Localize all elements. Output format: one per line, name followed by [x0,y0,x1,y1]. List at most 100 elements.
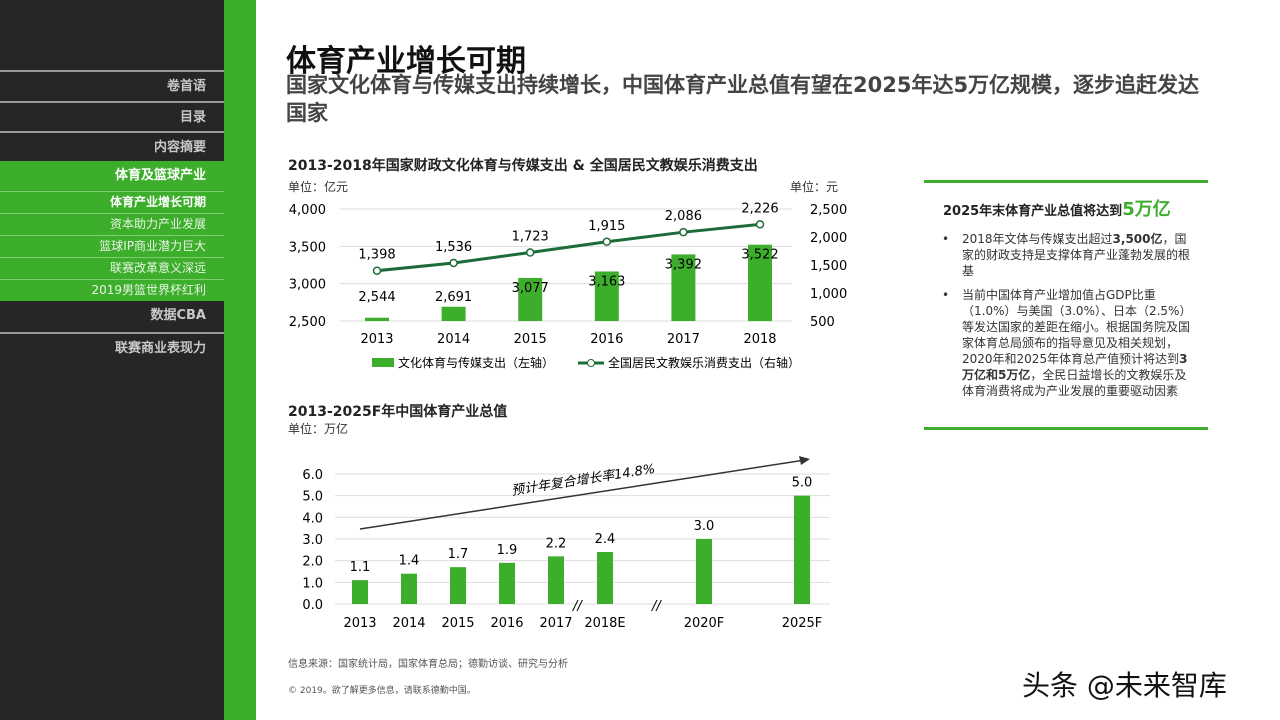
legend-bar-label: 文化体育与传媒支出（左轴） [398,355,554,370]
accent-bar [224,0,256,720]
bullet-2: 当前中国体育产业增加值占GDP比重（1.0%）与美国（3.0%）、日本（2.5%… [942,287,1192,399]
bar [548,556,564,604]
right-tick: 1,500 [810,259,847,274]
bar [794,495,810,604]
bar [597,552,613,604]
line-label: 2,226 [741,201,778,216]
right-tick: 500 [810,315,835,330]
copyright: © 2019。欲了解更多信息，请联系德勤中国。 [288,686,476,696]
bar [748,244,772,321]
line-point [525,248,535,257]
bar [352,580,368,604]
x-tick: 2016 [490,616,523,631]
chart1-title: 2013-2018年国家财政文化体育与传媒支出 & 全国居民文教娱乐消费支出 [288,158,758,174]
line-point [679,227,688,237]
source-note: 信息来源：国家统计局，国家体育总局；德勤访谈、研究与分析 [288,659,568,670]
bar-label: 2.2 [546,536,567,551]
y-tick: 3.0 [302,533,323,548]
page-subtitle: 国家文化体育与传媒支出持续增长，中国体育产业总值有望在2025年达5万亿规模，逐… [286,73,1200,125]
subnav-world-cup[interactable]: 2019男篮世界杯红利 [0,279,224,301]
nav-summary[interactable]: 内容摘要 [0,131,224,161]
nav-cba-data[interactable]: 数据CBA [150,308,206,323]
bar-label: 1.9 [497,543,518,558]
x-tick: 2015 [514,332,547,347]
bar-label: 5.0 [792,476,813,491]
arrow-head-icon [799,456,810,465]
subnav-capital[interactable]: 资本助力产业发展 [0,213,224,235]
nav-sports-basketball[interactable]: 体育及篮球产业 [0,161,224,191]
chart2-unit: 单位：万亿 [288,422,349,436]
bar-label: 3,163 [588,274,625,289]
y-tick: 6.0 [302,468,323,483]
sidebar: 卷首语 目录 内容摘要 体育及篮球产业 体育产业增长可期 资本助力产业发展 篮球… [0,0,224,720]
bar [671,254,696,321]
x-tick: 2017 [539,616,572,631]
bar-label: 1.7 [448,547,469,562]
x-tick: 2014 [437,332,470,347]
x-tick: 2013 [360,332,393,347]
chart1-right-unit: 单位：元 [790,180,839,194]
nav-league-commercial[interactable]: 联赛商业表现力 [0,332,224,362]
subnav-league-reform[interactable]: 联赛改革意义深远 [0,257,224,279]
page-title: 体育产业增长可期 [286,44,526,79]
nav-preface[interactable]: 卷首语 [0,70,224,101]
bar-label: 2.4 [595,532,616,547]
cagr-annotation: 预计年复合增长率14.8% [510,461,656,499]
line-point [372,266,382,275]
x-tick: 2013 [343,616,376,631]
x-tick: 2020F [684,616,725,631]
legend-line-label: 全国居民文教娱乐消费支出（右轴） [608,355,800,370]
watermark: 头条 @未来智库 [1022,669,1227,702]
right-tick: 2,500 [810,203,847,218]
line-label: 1,915 [588,219,625,234]
x-tick: 2018 [743,332,776,347]
bar [450,567,466,604]
line-point [449,258,458,268]
bar-label: 1.1 [350,560,371,575]
line-label: 1,536 [435,240,472,255]
left-tick: 4,000 [289,203,326,218]
line-point [602,237,612,247]
bar-label: 2,691 [435,290,472,305]
bar-label: 3,077 [512,281,549,296]
bar [696,539,712,604]
left-tick: 3,500 [289,240,326,255]
axis-break-icon: // [651,599,662,614]
bullet-1: 2018年文体与传媒支出超过3,500亿，国家的财政支持是支撑体育产业蓬勃发展的… [942,231,1192,279]
nav-contents[interactable]: 目录 [0,101,224,131]
y-tick: 5.0 [302,490,323,505]
line-point [755,220,765,229]
x-tick: 2017 [667,332,700,347]
subnav-basketball-ip[interactable]: 篮球IP商业潜力巨大 [0,235,224,257]
key-takeaway-box: 2025年末体育产业总值将达到5万亿 2018年文体与传媒支出超过3,500亿，… [924,180,1208,430]
chart1-left-unit: 单位：亿元 [288,180,349,194]
left-tick: 2,500 [289,315,326,330]
line-label: 1,723 [512,230,549,245]
y-tick: 2.0 [302,555,323,570]
x-tick: 2015 [441,616,474,631]
subnav-growth[interactable]: 体育产业增长可期 [0,191,224,213]
right-tick: 1,000 [810,287,847,302]
bar-label: 3,522 [741,248,778,263]
box-heading: 2025年末体育产业总值将达到5万亿 [943,199,1171,220]
y-tick: 4.0 [302,511,323,526]
x-tick: 2014 [392,616,425,631]
x-tick: 2018E [584,616,625,631]
axis-break-icon: // [572,599,583,614]
legend-bar-swatch [372,358,394,367]
y-tick: 1.0 [302,576,323,591]
right-tick: 2,000 [810,231,847,246]
bar [594,271,619,321]
bar [401,573,417,604]
trend-arrow [359,459,806,530]
bar-label: 3.0 [694,519,715,534]
bar [365,317,389,321]
line-label: 2,086 [665,209,702,224]
bar [518,277,543,321]
bar [499,562,515,604]
bar [441,306,466,321]
legend-line-marker [587,359,595,367]
x-tick: 2016 [590,332,623,347]
left-tick: 3,000 [289,278,326,293]
